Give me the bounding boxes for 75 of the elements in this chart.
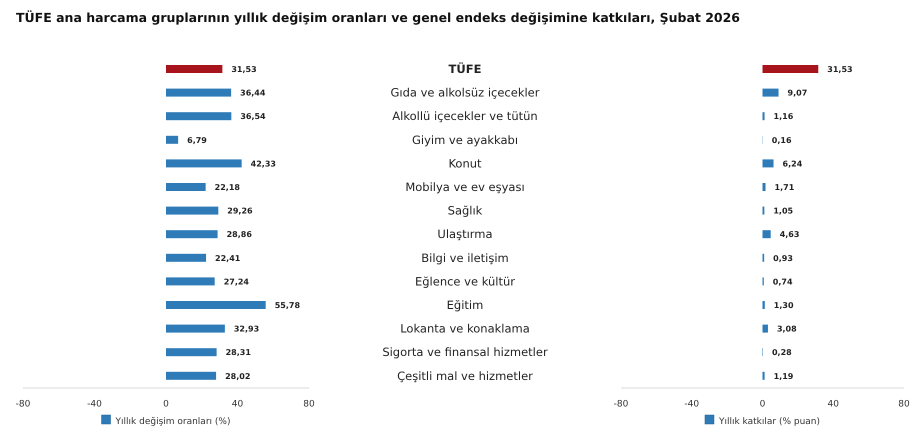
data-label: 42,33 bbox=[250, 159, 276, 168]
y-tick-label: Eğlence ve kültür bbox=[414, 274, 516, 288]
data-label: 32,93 bbox=[234, 324, 260, 334]
bar bbox=[166, 159, 242, 168]
data-label: 28,02 bbox=[225, 372, 250, 381]
y-tick-label: TÜFE bbox=[448, 62, 482, 76]
bar bbox=[166, 183, 206, 191]
data-label: 6,79 bbox=[187, 136, 208, 145]
data-label: 55,78 bbox=[274, 301, 300, 310]
data-label: 4,63 bbox=[780, 230, 800, 240]
data-label: 6,24 bbox=[782, 159, 803, 168]
bar bbox=[166, 112, 232, 120]
x-tick-label: -40 bbox=[684, 399, 700, 410]
y-tick-label: Giyim ve ayakkabı bbox=[412, 132, 518, 147]
data-label: 28,31 bbox=[226, 348, 252, 358]
legend-label: Yıllık katkılar (% puan) bbox=[718, 417, 820, 427]
bar bbox=[762, 88, 779, 97]
bar bbox=[762, 65, 818, 73]
data-label: 31,53 bbox=[231, 65, 257, 74]
data-label: 22,18 bbox=[214, 183, 240, 192]
bar bbox=[166, 230, 218, 238]
x-tick-label: 0 bbox=[760, 399, 766, 410]
bar bbox=[762, 230, 771, 238]
y-tick-label: Lokanta ve konaklama bbox=[400, 322, 530, 336]
bar bbox=[166, 206, 218, 215]
x-tick-label: -80 bbox=[614, 399, 629, 410]
y-tick-label: Bilgi ve iletişim bbox=[421, 250, 509, 265]
data-label: 28,86 bbox=[226, 230, 252, 240]
y-tick-label: Gıda ve alkolsüz içecekler bbox=[390, 86, 540, 100]
y-tick-label: Alkollü içecekler ve tütün bbox=[392, 109, 538, 124]
y-tick-label: Sağlık bbox=[448, 204, 483, 218]
y-tick-label: Çeşitli mal ve hizmetler bbox=[397, 368, 534, 383]
bar bbox=[762, 159, 774, 168]
data-label: 0,16 bbox=[772, 136, 792, 145]
bar bbox=[762, 183, 766, 191]
x-tick-label: 40 bbox=[232, 399, 244, 410]
y-tick-label: Konut bbox=[448, 156, 482, 170]
data-label: 36,54 bbox=[240, 112, 266, 122]
data-label: 0,93 bbox=[773, 254, 793, 263]
data-label: 0,74 bbox=[772, 277, 793, 286]
bar bbox=[166, 348, 217, 356]
text: TÜFE ana harcama gruplarının yıllık değişim oranları ve genel endeks değişimine katkıları, Şubat 2026 bbox=[16, 10, 740, 25]
x-tick-label: 40 bbox=[828, 399, 840, 410]
data-label: 1,71 bbox=[774, 183, 795, 192]
bar bbox=[166, 254, 206, 262]
data-label: 1,19 bbox=[774, 372, 794, 381]
data-label: 3,08 bbox=[776, 324, 798, 334]
x-tick-label: 80 bbox=[303, 399, 315, 410]
y-tick-label: Ulaştırma bbox=[437, 227, 493, 242]
legend-label: Yıllık değişim oranları (%) bbox=[114, 416, 230, 427]
x-tick-label: 0 bbox=[163, 399, 170, 410]
data-label: 0,28 bbox=[772, 348, 792, 358]
data-label: 22,41 bbox=[215, 254, 241, 263]
data-label: 27,24 bbox=[224, 277, 250, 286]
bar bbox=[762, 324, 768, 333]
y-tick-label: Eğitim bbox=[446, 298, 484, 312]
bar bbox=[166, 301, 266, 309]
data-label: 31,53 bbox=[827, 65, 853, 74]
y-tick-label: Sigorta ve finansal hizmetler bbox=[382, 345, 548, 360]
bar bbox=[166, 372, 216, 380]
data-label: 9,07 bbox=[788, 88, 808, 98]
bar bbox=[166, 136, 178, 144]
x-tick-label: -40 bbox=[87, 399, 102, 410]
bar bbox=[166, 277, 215, 286]
bar bbox=[166, 324, 225, 333]
data-label: 29,26 bbox=[227, 206, 254, 216]
x-tick-label: 80 bbox=[898, 399, 910, 410]
x-tick-label: -80 bbox=[16, 399, 31, 410]
data-label: 1,16 bbox=[774, 112, 794, 122]
y-tick-label: Mobilya ve ev eşyası bbox=[405, 180, 525, 194]
data-label: 1,30 bbox=[774, 301, 794, 310]
data-label: 36,44 bbox=[240, 88, 266, 98]
data-label: 1,05 bbox=[773, 206, 794, 216]
bar bbox=[166, 65, 222, 73]
bar bbox=[166, 88, 232, 97]
